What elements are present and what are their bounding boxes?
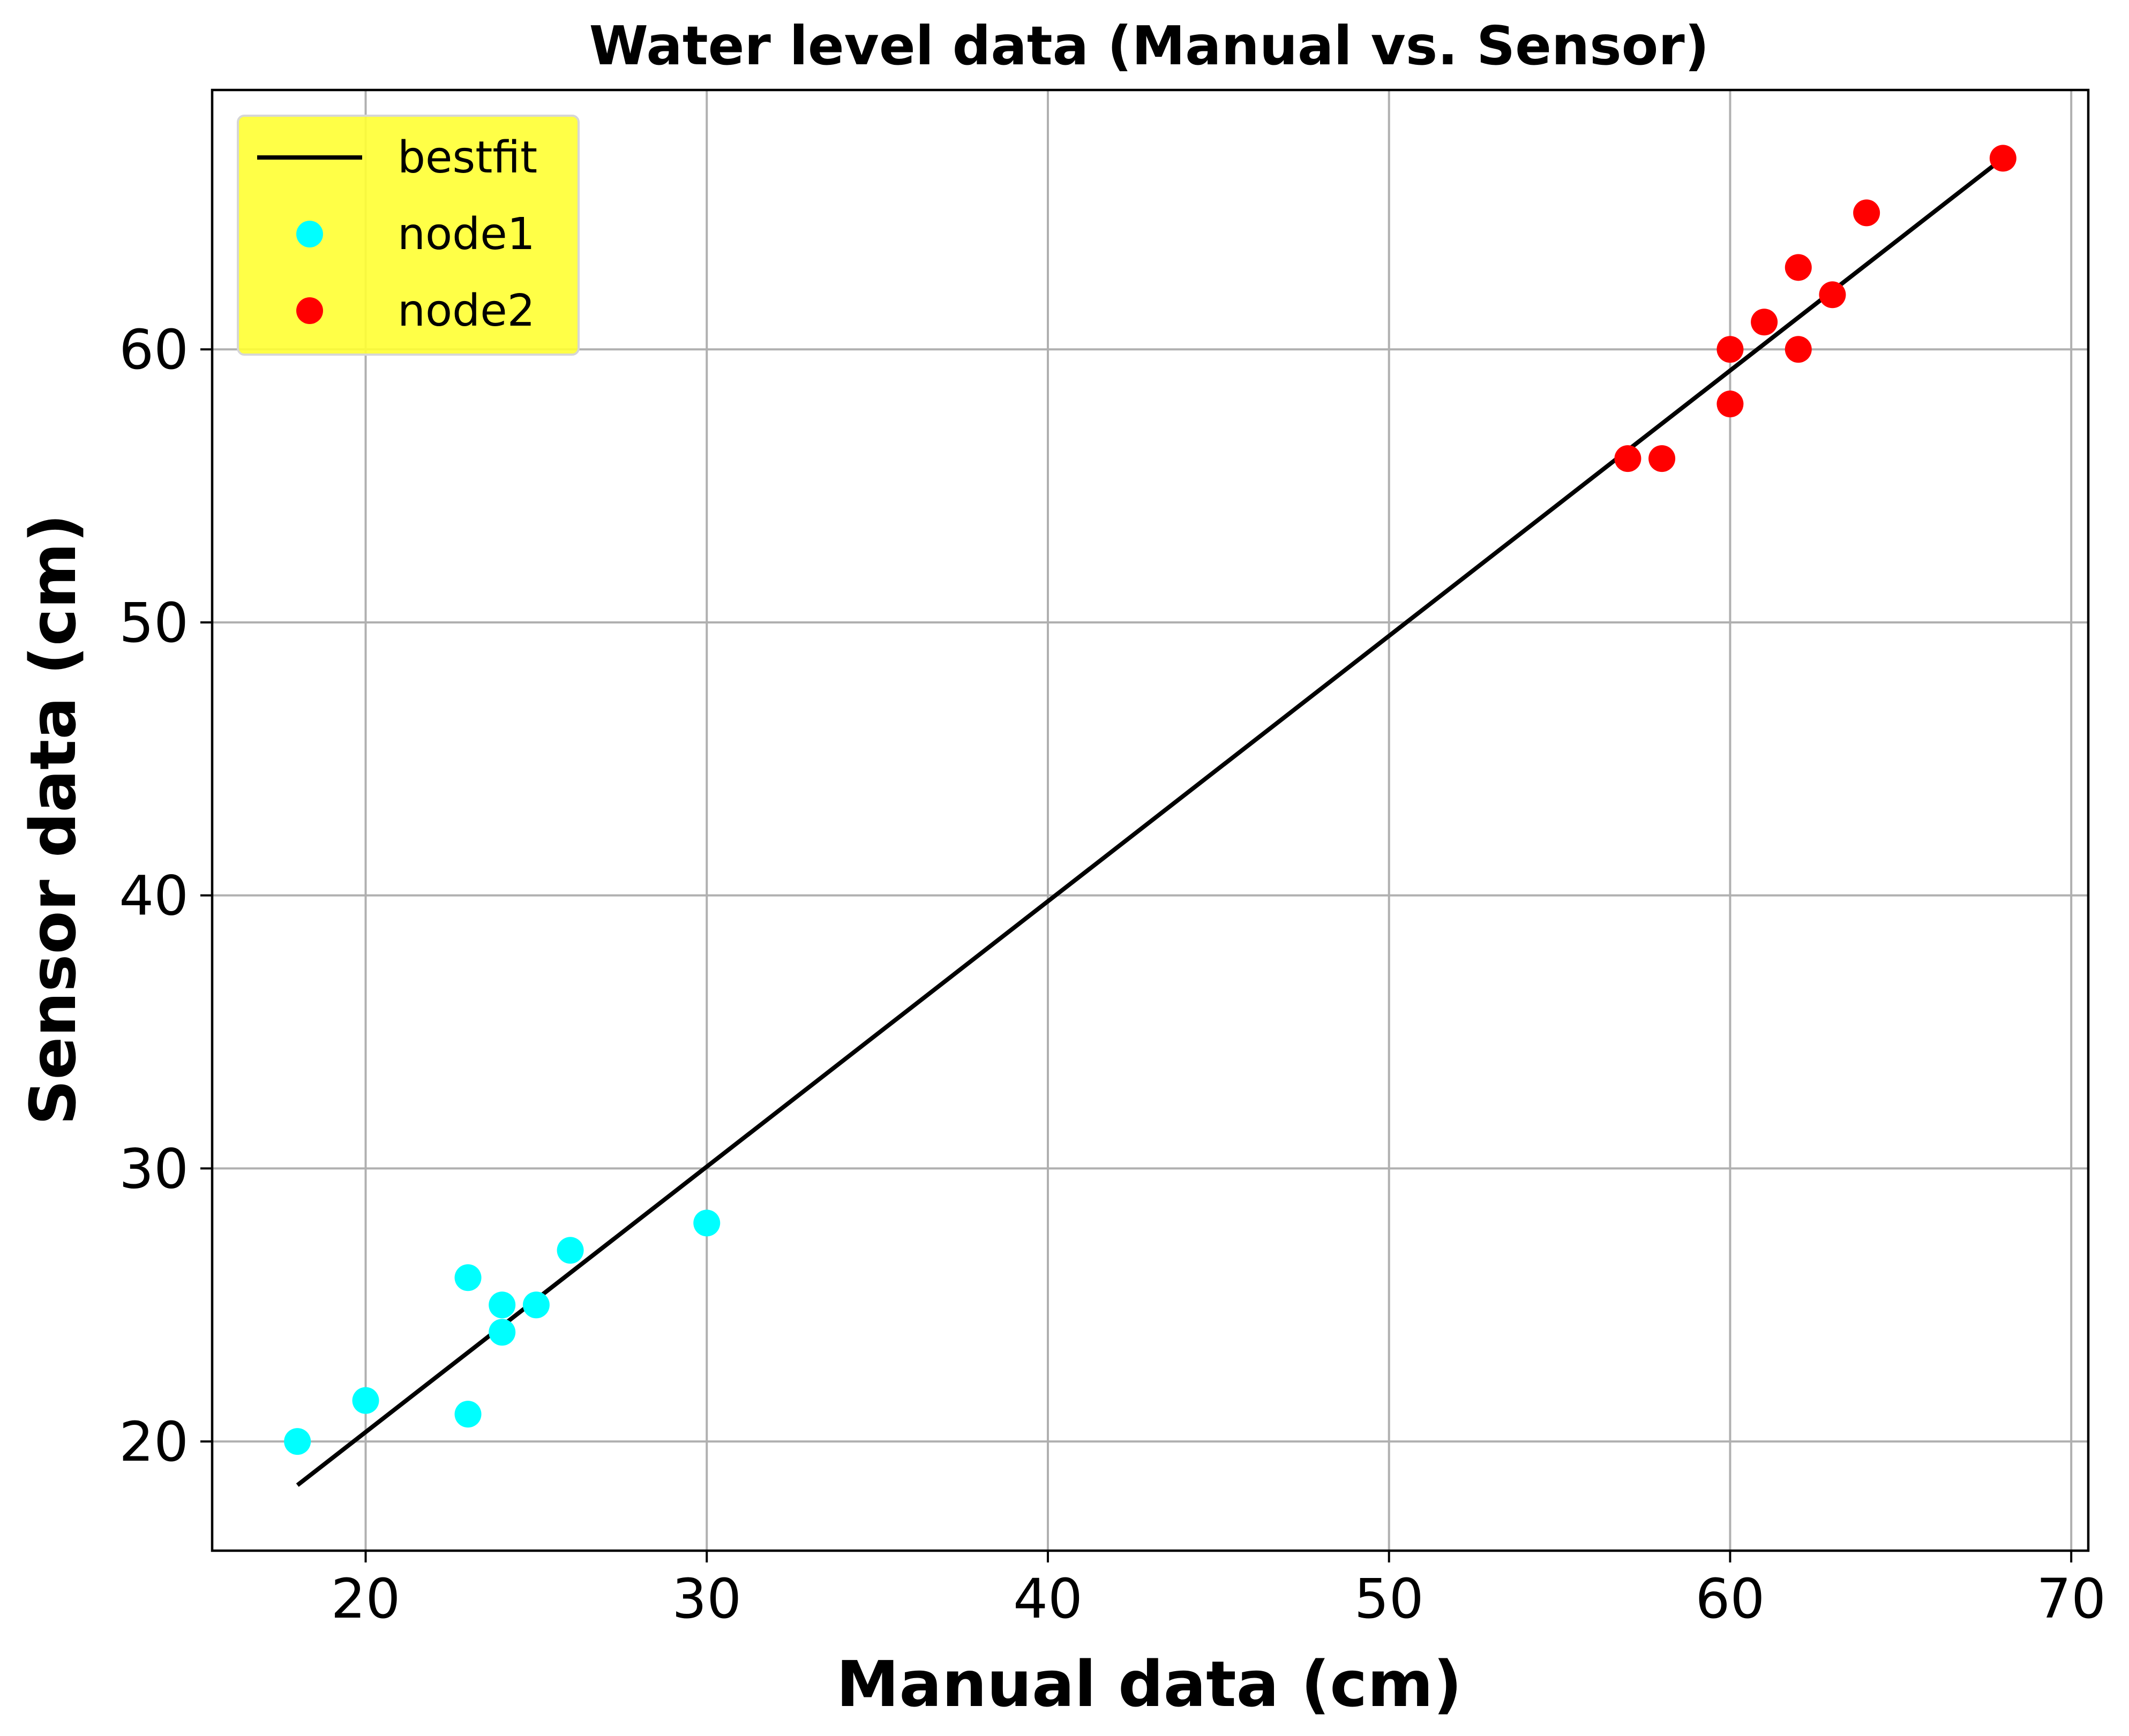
legend-label-node1: node1 xyxy=(398,209,535,260)
node2-point xyxy=(1853,199,1880,227)
node2-point xyxy=(1614,445,1641,472)
node1-point xyxy=(522,1291,550,1319)
node1-point xyxy=(489,1291,516,1319)
bestfit-line-layer xyxy=(296,156,2005,1487)
node1-point xyxy=(693,1209,721,1237)
plot-frame xyxy=(211,88,2090,1552)
y-tick-label: 20 xyxy=(119,1410,189,1474)
node2-point xyxy=(1751,309,1778,336)
node1-point xyxy=(352,1387,379,1414)
legend-label-node2: node2 xyxy=(398,285,535,336)
scatter-points-layer xyxy=(284,145,2016,1455)
node1-point xyxy=(454,1264,482,1291)
legend-box xyxy=(237,115,580,356)
x-axis-label: Manual data (cm) xyxy=(836,1647,1462,1721)
x-tick-label: 70 xyxy=(2036,1567,2106,1631)
node2-point xyxy=(1716,336,1744,363)
x-tick-label: 30 xyxy=(672,1567,741,1631)
y-tick-label: 50 xyxy=(119,591,189,655)
x-tick-label: 60 xyxy=(1696,1567,1765,1631)
legend-node1-swatch xyxy=(296,221,323,247)
node2-point xyxy=(1648,445,1676,472)
node2-point xyxy=(1819,281,1846,309)
y-tick-label: 60 xyxy=(119,318,189,382)
x-tick-label: 20 xyxy=(331,1567,401,1631)
node1-point xyxy=(489,1319,516,1346)
node1-point xyxy=(557,1237,584,1264)
bestfit-line xyxy=(296,156,2005,1487)
legend-label-bestfit: bestfit xyxy=(398,132,537,183)
x-tick-label: 40 xyxy=(1013,1567,1083,1631)
legend-node2-swatch xyxy=(296,297,323,324)
x-tick-label: 50 xyxy=(1354,1567,1424,1631)
legend: bestfit node1 node2 xyxy=(237,115,580,356)
y-tick-label: 30 xyxy=(119,1137,189,1201)
node2-point xyxy=(1785,254,1812,281)
grid xyxy=(212,90,2088,1551)
node2-point xyxy=(1716,390,1744,418)
chart-title: Water level data (Manual vs. Sensor) xyxy=(589,14,1710,77)
y-tick-label: 40 xyxy=(119,865,189,928)
node1-point xyxy=(284,1428,311,1455)
y-axis-label: Sensor data (cm) xyxy=(16,514,90,1125)
node2-point xyxy=(1785,336,1812,363)
axis-ticks: 20 30 40 50 60 70 20 30 40 50 60 xyxy=(119,318,2106,1631)
node1-point xyxy=(454,1401,482,1428)
node2-point xyxy=(1989,145,2016,172)
